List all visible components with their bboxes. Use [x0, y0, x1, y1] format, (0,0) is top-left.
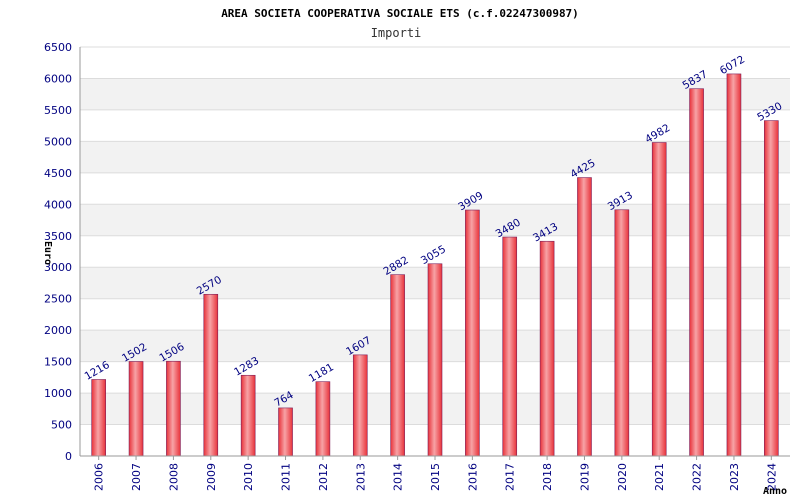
chart-title: AREA SOCIETA COOPERATIVA SOCIALE ETS (c.… — [221, 7, 579, 20]
x-tick-label-2019: 2019 — [578, 463, 591, 491]
chart-subtitle: Importi — [371, 26, 422, 40]
y-tick-label: 4500 — [44, 167, 72, 180]
y-tick-label: 500 — [51, 419, 72, 432]
bar-2008 — [166, 360, 181, 457]
x-tick-label-2023: 2023 — [728, 463, 741, 491]
bar-2017 — [502, 236, 518, 457]
y-tick-label: 2500 — [44, 293, 72, 306]
x-tick-label-2022: 2022 — [691, 463, 704, 491]
bar-2010 — [240, 374, 256, 457]
x-tick-label-2016: 2016 — [466, 463, 479, 491]
bar-2023 — [726, 73, 742, 457]
bar-2014 — [390, 274, 405, 457]
x-tick-label-2014: 2014 — [392, 463, 405, 491]
x-axis-ticks: 2006 2007 2008 2009 2010 2011 2012 2013 2014 2015… — [93, 456, 778, 491]
bar-2013 — [352, 354, 368, 457]
y-tick-label: 3500 — [44, 230, 72, 243]
data-label-2006: 1216 — [83, 359, 112, 383]
y-tick-label: 5000 — [44, 135, 72, 148]
grid-band — [80, 204, 790, 236]
x-tick-label-2008: 2008 — [167, 463, 180, 491]
x-tick-label-2012: 2012 — [317, 463, 330, 491]
bar-2022 — [689, 88, 704, 457]
y-axis-label: Euro — [42, 241, 53, 265]
y-tick-label: 0 — [65, 450, 72, 463]
x-tick-label-2021: 2021 — [653, 463, 666, 491]
y-tick-label: 2000 — [44, 324, 72, 337]
x-tick-label-2013: 2013 — [354, 463, 367, 491]
bar-2021 — [651, 142, 667, 457]
bar-2007 — [128, 361, 144, 457]
bar-2015 — [427, 263, 443, 457]
y-tick-label: 5500 — [44, 104, 72, 117]
x-tick-label-2024: 2024 — [765, 463, 778, 491]
grid-band — [80, 78, 790, 110]
grid-bands — [80, 78, 790, 425]
x-tick-label-2015: 2015 — [429, 463, 442, 491]
bar-2020 — [614, 209, 630, 457]
y-tick-label: 1000 — [44, 387, 72, 400]
x-tick-label-2009: 2009 — [205, 463, 218, 491]
y-axis-ticks: 0 500 1000 1500 2000 2500 3000 3500 4000 4500 5000… — [44, 41, 72, 463]
x-tick-label-2010: 2010 — [242, 463, 255, 491]
x-tick-label-2018: 2018 — [541, 463, 554, 491]
bars — [91, 73, 779, 457]
bar-2009 — [203, 293, 219, 457]
y-tick-label: 1500 — [44, 356, 72, 369]
bar-2006 — [91, 379, 106, 457]
y-tick-label: 6000 — [44, 72, 72, 85]
bar-2012 — [315, 381, 331, 457]
x-tick-label-2011: 2011 — [280, 463, 293, 491]
x-tick-label-2006: 2006 — [93, 463, 106, 491]
x-tick-label-2017: 2017 — [504, 463, 517, 491]
bar-2018 — [539, 240, 555, 457]
x-tick-label-2007: 2007 — [130, 463, 143, 491]
bar-2024 — [764, 120, 779, 457]
bar-2011 — [278, 407, 293, 457]
y-tick-label: 4000 — [44, 198, 72, 211]
x-axis-label: Anno — [763, 486, 787, 497]
x-tick-label-2020: 2020 — [616, 463, 629, 491]
y-tick-label: 3000 — [44, 261, 72, 274]
y-tick-label: 6500 — [44, 41, 72, 54]
grid-band — [80, 141, 790, 173]
bar-2019 — [577, 177, 592, 457]
bar-2016 — [465, 209, 480, 457]
